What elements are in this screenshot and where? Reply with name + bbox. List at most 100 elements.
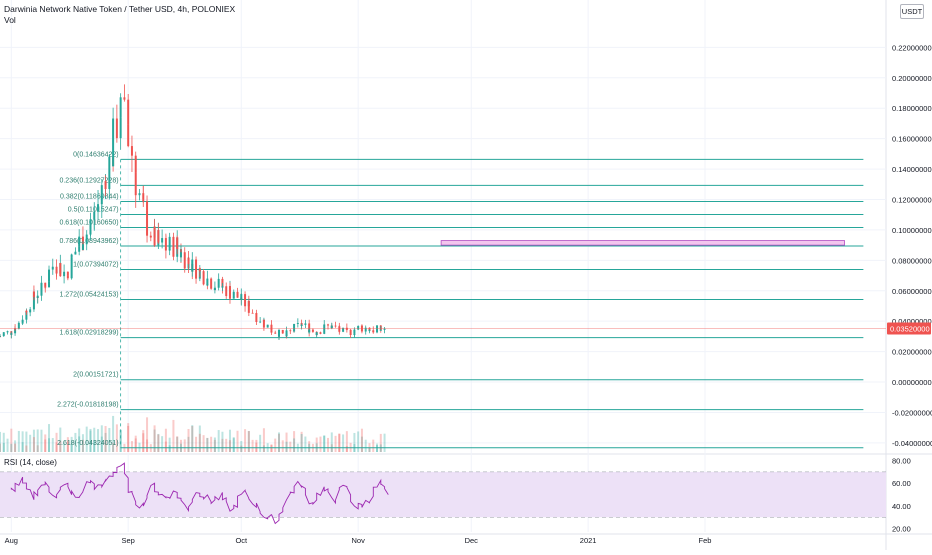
candle-body <box>17 322 20 329</box>
volume-bar <box>221 431 224 452</box>
y-tick-label: 0.14000000 <box>892 165 932 174</box>
highlight-rect-layer[interactable] <box>440 240 845 246</box>
candle-body <box>281 329 284 334</box>
candle-body <box>74 251 77 255</box>
volume-bar <box>142 433 145 452</box>
candle-body <box>29 309 32 313</box>
candle-body <box>244 294 247 307</box>
volume-bar <box>55 442 58 452</box>
volume-bar <box>176 436 179 452</box>
volume-bar <box>206 438 209 452</box>
volume-bar <box>119 429 122 452</box>
rsi-layer: RSI (14, close) <box>0 458 886 525</box>
candle-body <box>0 336 1 338</box>
volume-bar <box>78 428 81 452</box>
volume-bar <box>376 445 379 452</box>
candles-layer <box>0 84 386 340</box>
fib-level-label: 0(0.14636422) <box>73 151 119 158</box>
volume-bar <box>308 441 311 452</box>
candle-body <box>247 300 250 313</box>
candle-body <box>285 330 288 337</box>
volume-bar <box>0 443 1 452</box>
candle-body <box>293 323 296 332</box>
candle-body <box>48 281 51 288</box>
volume-bar <box>232 438 235 452</box>
volume-bar <box>48 424 51 452</box>
candle-body <box>289 330 292 332</box>
candle-body <box>262 319 265 328</box>
volume-bar <box>244 429 247 452</box>
volume-bar <box>323 435 326 452</box>
volume-bar <box>100 436 103 452</box>
volume-bar <box>183 439 186 452</box>
candle-body <box>228 286 231 299</box>
candle-body <box>217 278 220 288</box>
fibonacci-layer[interactable]: 0(0.14636422) 0.236(0.12927228) 0.382(0.11… <box>57 151 864 449</box>
candle-body <box>104 181 107 190</box>
candle-body <box>213 287 216 291</box>
volume-bar <box>300 433 303 452</box>
volume-bar <box>63 443 66 452</box>
candle-body <box>349 329 352 336</box>
candle-body <box>134 172 137 196</box>
currency-button[interactable]: USDT <box>900 4 924 19</box>
x-tick-label: Nov <box>351 536 365 545</box>
volume-bar <box>179 439 182 452</box>
candle-body <box>277 329 280 337</box>
volume-bar <box>89 428 92 452</box>
candle-body <box>270 324 273 331</box>
candle-body <box>259 321 262 323</box>
candle-body <box>108 156 111 190</box>
rsi-tick-label: 40.00 <box>892 502 911 511</box>
volume-bar <box>240 445 243 452</box>
volume-bar <box>198 433 201 452</box>
volume-bar <box>330 432 333 452</box>
candle-body <box>100 185 103 202</box>
chart-header: Darwinia Network Native Token / Tether U… <box>4 4 235 26</box>
y-tick-label: 0.22000000 <box>892 43 932 52</box>
volume-bar <box>379 433 382 452</box>
chart-title: Darwinia Network Native Token / Tether U… <box>4 4 236 14</box>
volume-bar <box>66 441 69 452</box>
rsi-tick-label: 60.00 <box>892 479 911 488</box>
candle-body <box>296 322 299 324</box>
volume-bar <box>198 425 201 452</box>
fib-level-label: 2.618(-0.04324051) <box>57 440 119 447</box>
volume-bar <box>221 438 224 452</box>
volume-bar <box>213 439 216 452</box>
volume-bar <box>383 433 386 452</box>
fib-level-label: 2.272(-0.01818198) <box>57 402 119 409</box>
volume-bar <box>262 428 265 452</box>
candle-body <box>2 332 5 334</box>
candle-body <box>85 234 88 245</box>
volume-bar <box>55 432 58 452</box>
candle-body <box>334 325 337 327</box>
candle-body <box>179 252 182 258</box>
candle-body <box>6 331 9 333</box>
candle-body <box>168 236 171 249</box>
candle-body <box>25 310 28 320</box>
candle-body <box>172 236 175 257</box>
candle-body <box>338 328 341 332</box>
candle-body <box>25 310 28 313</box>
candle-body <box>270 330 273 333</box>
candle-body <box>323 324 326 331</box>
volume-bar <box>10 443 13 452</box>
volume-bar <box>115 424 118 452</box>
volume-bar <box>225 438 228 452</box>
volume-bar <box>134 438 137 452</box>
fib-level-label: 0.618(0.10160650) <box>59 219 118 226</box>
candle-body <box>323 330 326 334</box>
volume-bar <box>345 431 348 452</box>
candle-body <box>97 204 100 212</box>
candle-body <box>376 325 379 329</box>
y-tick-label: 0.06000000 <box>892 287 932 296</box>
volume-bar <box>368 447 371 452</box>
volume-bar <box>334 435 337 452</box>
candle-body <box>55 268 58 274</box>
candle-body <box>364 327 367 332</box>
volume-bar <box>153 429 156 452</box>
volume-bar <box>228 440 231 452</box>
fib-level-label: 0.786(0.08943962) <box>59 238 118 245</box>
